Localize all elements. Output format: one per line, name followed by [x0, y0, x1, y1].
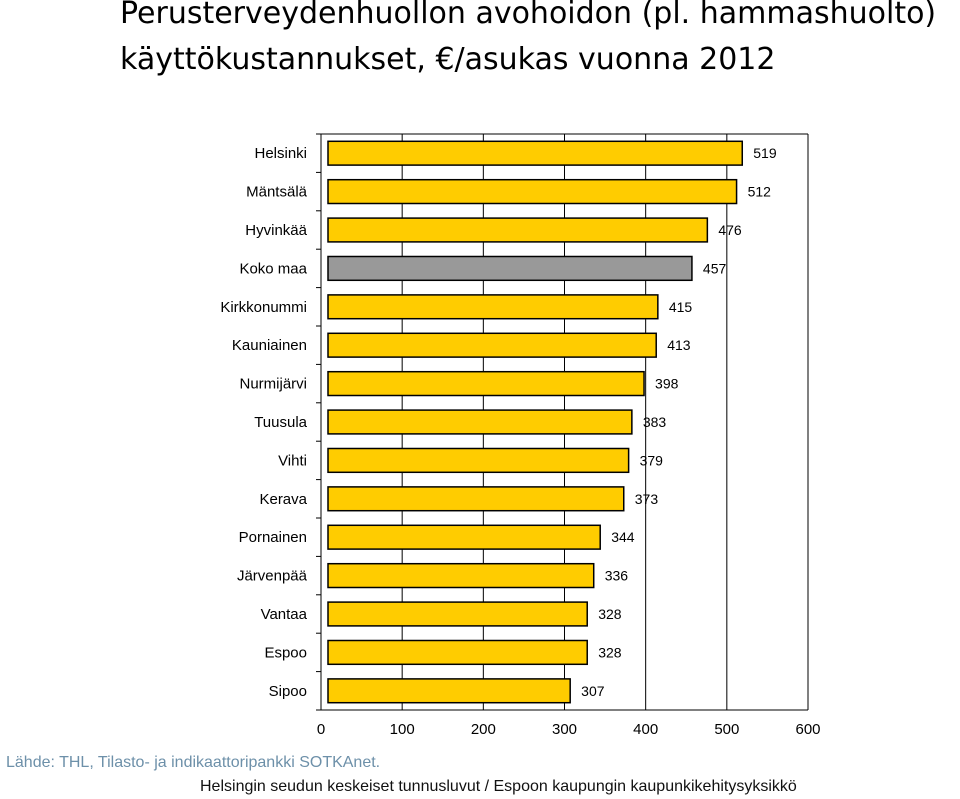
data-label: 307 — [581, 683, 605, 699]
data-label: 415 — [669, 299, 693, 315]
x-tick-label: 400 — [633, 721, 658, 738]
data-label: 413 — [667, 337, 691, 353]
bar — [327, 178, 738, 205]
bar — [327, 524, 601, 550]
data-label: 383 — [643, 414, 667, 430]
x-tick-label: 100 — [390, 721, 415, 738]
bar — [327, 639, 588, 666]
category-label: Kauniainen — [232, 337, 307, 354]
bar — [327, 140, 744, 166]
category-label: Hyvinkää — [245, 222, 307, 239]
bar — [327, 217, 709, 243]
category-label: Kerava — [259, 491, 307, 508]
source-note: Lähde: THL, Tilasto- ja indikaattoripank… — [6, 754, 381, 771]
bar — [327, 332, 657, 358]
bar — [327, 562, 595, 589]
category-label: Tuusula — [254, 414, 307, 431]
chart-title-line-2: käyttökustannukset, €/asukas vuonna 2012 — [120, 42, 776, 77]
x-tick-label: 300 — [552, 721, 577, 738]
category-label: Espoo — [264, 644, 307, 661]
data-label: 344 — [611, 529, 635, 545]
data-label: 379 — [640, 452, 664, 468]
x-tick-label: 200 — [471, 721, 496, 738]
data-label: 519 — [753, 145, 777, 161]
category-label: Mäntsälä — [246, 184, 308, 201]
category-label: Helsinki — [254, 145, 307, 162]
data-label: 328 — [598, 606, 622, 622]
x-tick-label: 0 — [317, 721, 325, 738]
category-label: Pornainen — [239, 529, 307, 546]
bar — [327, 370, 645, 397]
chart-title-line-1: Perusterveydenhuollon avohoidon (pl. ham… — [120, 0, 937, 31]
bar — [327, 678, 571, 704]
category-label: Sipoo — [269, 683, 307, 700]
category-label: Nurmijärvi — [240, 376, 308, 393]
category-label: Kirkkonummi — [220, 299, 307, 316]
bar — [327, 447, 630, 474]
x-tick-label: 600 — [795, 721, 820, 738]
bar-chart: 0 100 200 300 400 500 600 Helsinki 519 Mäntsälä 51… — [220, 133, 821, 738]
bar — [327, 294, 659, 320]
bar — [327, 486, 625, 512]
bar — [327, 255, 693, 282]
data-label: 512 — [748, 184, 772, 200]
bar — [327, 601, 588, 627]
data-label: 328 — [598, 644, 622, 660]
x-tick-label: 500 — [714, 721, 739, 738]
category-label: Vihti — [278, 452, 307, 469]
data-label: 336 — [605, 568, 629, 584]
data-label: 476 — [718, 222, 742, 238]
data-label: 373 — [635, 491, 659, 507]
data-label: 398 — [655, 376, 679, 392]
data-label: 457 — [703, 260, 727, 276]
category-label: Vantaa — [261, 606, 308, 623]
footer-note: Helsingin seudun keskeiset tunnusluvut /… — [200, 778, 797, 795]
bar — [327, 409, 633, 435]
category-label: Koko maa — [239, 260, 307, 277]
category-label: Järvenpää — [237, 568, 308, 585]
